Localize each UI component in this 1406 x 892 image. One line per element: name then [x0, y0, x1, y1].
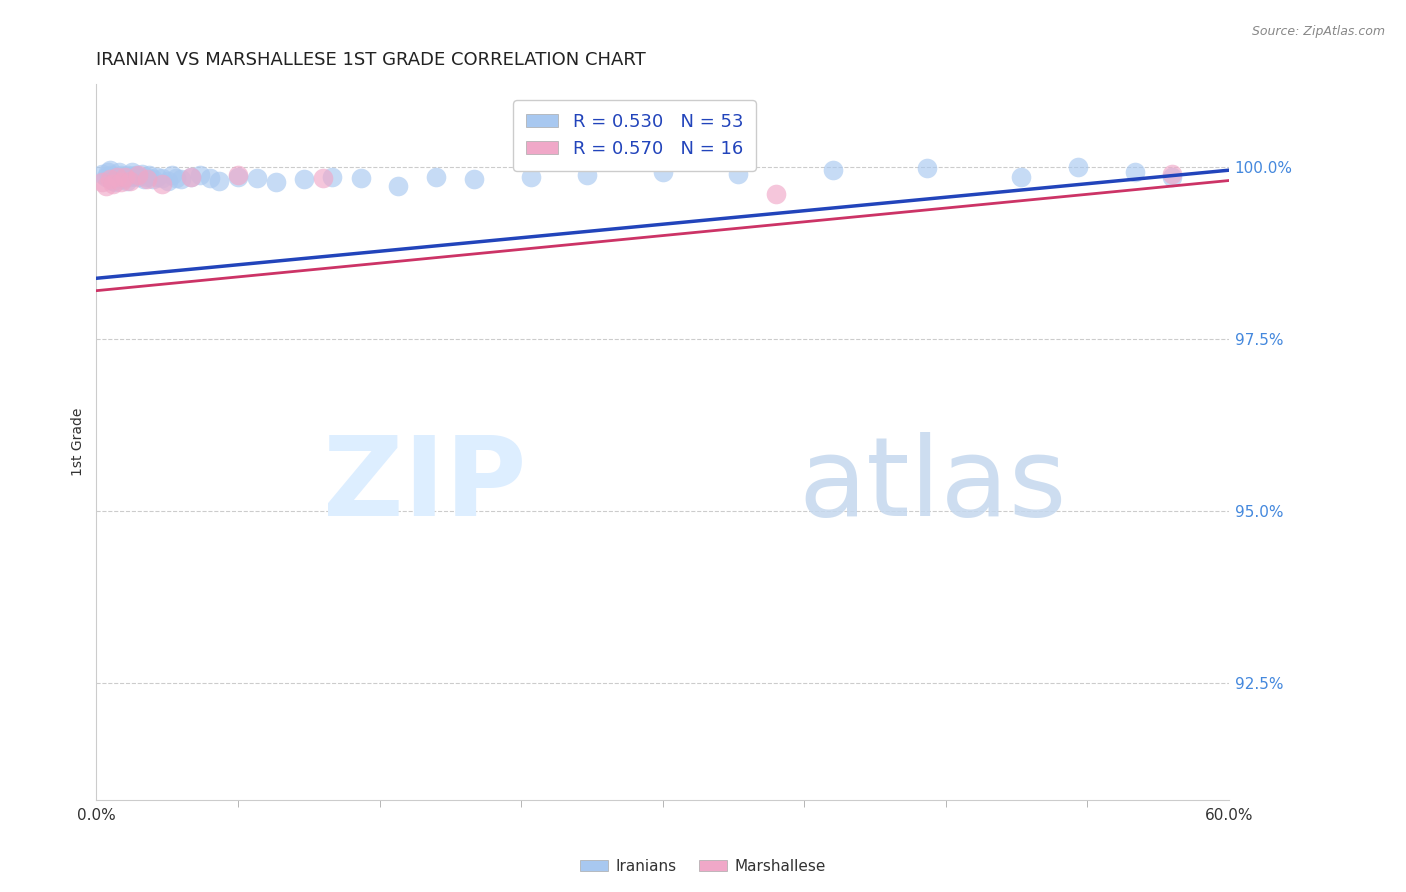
Point — [131, 167, 153, 181]
Point — [1067, 160, 1090, 174]
Point — [120, 173, 142, 187]
Point — [122, 169, 145, 184]
Point — [138, 168, 160, 182]
Text: IRANIAN VS MARSHALLESE 1ST GRADE CORRELATION CHART: IRANIAN VS MARSHALLESE 1ST GRADE CORRELA… — [97, 51, 647, 69]
Point — [312, 170, 335, 185]
Point — [105, 170, 128, 185]
Point — [114, 170, 136, 185]
Text: Source: ZipAtlas.com: Source: ZipAtlas.com — [1251, 25, 1385, 38]
Point — [180, 170, 202, 185]
Point — [104, 175, 127, 189]
Point — [142, 172, 165, 186]
Point — [1161, 167, 1184, 181]
Point — [121, 165, 143, 179]
Point — [136, 172, 159, 186]
Point — [727, 167, 749, 181]
Text: ZIP: ZIP — [323, 432, 527, 539]
Point — [188, 168, 211, 182]
Point — [576, 168, 599, 182]
Point — [136, 170, 159, 185]
Point — [321, 170, 343, 185]
Point — [97, 165, 120, 179]
Legend: Iranians, Marshallese: Iranians, Marshallese — [574, 853, 832, 880]
Point — [94, 170, 117, 185]
Point — [91, 175, 114, 189]
Point — [91, 167, 114, 181]
Point — [110, 168, 132, 182]
Point — [198, 170, 221, 185]
Point — [425, 170, 447, 185]
Point — [157, 173, 180, 187]
Point — [350, 170, 373, 185]
Point — [208, 173, 231, 187]
Point — [170, 172, 193, 186]
Y-axis label: 1st Grade: 1st Grade — [72, 408, 86, 476]
Text: atlas: atlas — [799, 432, 1067, 539]
Point — [821, 163, 844, 178]
Point — [1010, 170, 1032, 185]
Point — [117, 168, 139, 182]
Point — [180, 170, 202, 185]
Point — [152, 177, 174, 191]
Point — [98, 163, 121, 178]
Point — [226, 168, 249, 182]
Point — [132, 172, 155, 186]
Point — [765, 187, 787, 202]
Point — [100, 168, 122, 182]
Point — [103, 173, 125, 187]
Point — [105, 170, 128, 185]
Point — [165, 170, 187, 185]
Point — [120, 170, 142, 185]
Point — [226, 170, 249, 185]
Point — [915, 161, 938, 175]
Point — [519, 170, 541, 185]
Point — [387, 179, 409, 194]
Point — [111, 172, 134, 186]
Point — [264, 175, 287, 189]
Point — [110, 175, 132, 189]
Point — [108, 165, 131, 179]
Point — [127, 170, 149, 185]
Point — [246, 170, 269, 185]
Point — [145, 170, 167, 185]
Point — [125, 168, 148, 182]
Point — [115, 173, 138, 187]
Point — [114, 170, 136, 185]
Point — [1161, 170, 1184, 185]
Point — [152, 170, 174, 185]
Point — [1123, 165, 1146, 179]
Point — [463, 172, 485, 186]
Legend: R = 0.530   N = 53, R = 0.570   N = 16: R = 0.530 N = 53, R = 0.570 N = 16 — [513, 100, 756, 170]
Point — [98, 172, 121, 186]
Point — [103, 177, 125, 191]
Point — [127, 168, 149, 182]
Point — [160, 168, 183, 182]
Point — [292, 172, 315, 186]
Point — [94, 179, 117, 194]
Point — [651, 165, 673, 179]
